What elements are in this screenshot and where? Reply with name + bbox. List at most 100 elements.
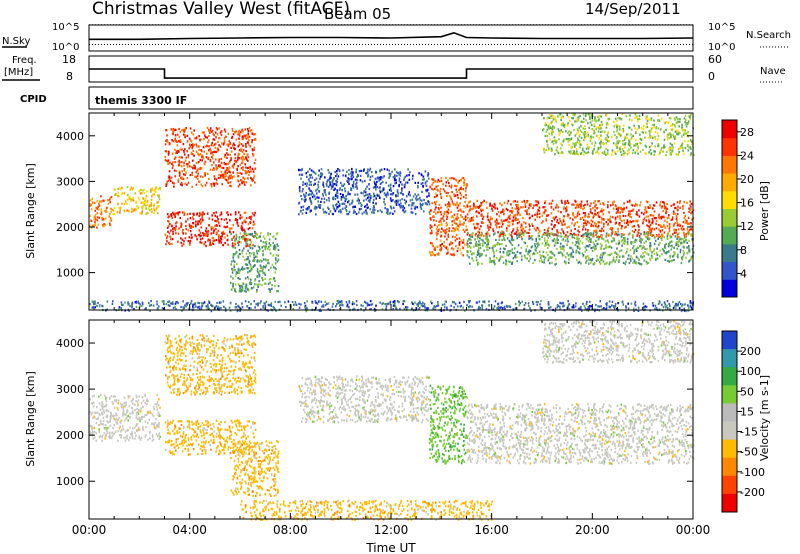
- scatter-cell: [341, 189, 343, 192]
- scatter-cell: [184, 182, 186, 185]
- scatter-cell: [546, 145, 549, 148]
- scatter-cell: [372, 186, 375, 189]
- scatter-cell: [663, 203, 666, 206]
- scatter-cell: [269, 290, 271, 293]
- scatter-cell: [599, 202, 602, 205]
- scatter-cell: [331, 185, 333, 188]
- scatter-cell: [655, 201, 658, 204]
- scatter-cell: [575, 237, 578, 240]
- scatter-cell: [168, 241, 170, 244]
- scatter-cell: [525, 250, 527, 253]
- scatter-cell: [383, 187, 385, 190]
- scatter-cell: [248, 216, 251, 219]
- scatter-cell: [236, 220, 238, 223]
- scatter-cell: [510, 242, 512, 245]
- scatter-cell: [198, 213, 201, 216]
- scatter-cell: [512, 223, 514, 226]
- scatter-cell: [348, 199, 350, 202]
- scatter-cell: [388, 172, 391, 175]
- scatter-cell: [571, 145, 574, 148]
- scatter-cell: [684, 236, 686, 239]
- scatter-cell: [505, 207, 508, 211]
- scatter-cell: [156, 201, 159, 204]
- scatter-cell: [380, 176, 382, 179]
- scatter-cell: [502, 223, 504, 226]
- scatter-cell: [256, 252, 259, 255]
- scatter-cell: [480, 225, 482, 228]
- scatter-cell: [247, 156, 250, 159]
- scatter-cell: [546, 234, 548, 237]
- scatter-cell: [246, 243, 249, 246]
- scatter-cell: [237, 165, 239, 168]
- scatter-cell: [443, 213, 446, 216]
- scatter-cell: [541, 260, 544, 264]
- scatter-cell: [568, 130, 570, 133]
- scatter-cell: [309, 189, 311, 192]
- scatter-cell: [446, 223, 448, 226]
- scatter-cell: [251, 141, 253, 144]
- scatter-cell: [229, 160, 231, 163]
- scatter-cell: [346, 213, 348, 216]
- scatter-cell: [189, 145, 192, 148]
- scatter-cell: [305, 198, 307, 201]
- scatter-cell: [347, 180, 349, 184]
- scatter-cell: [560, 142, 562, 145]
- scatter-cell: [228, 140, 231, 143]
- scatter-cell: [233, 266, 236, 269]
- scatter-cell: [559, 242, 562, 245]
- scatter-cell: [669, 132, 671, 135]
- scatter-cell: [633, 124, 635, 127]
- scatter-cell: [650, 119, 653, 122]
- scatter-cell: [511, 251, 514, 254]
- scatter-cell: [211, 241, 214, 245]
- scatter-cell: [644, 205, 647, 209]
- scatter-cell: [688, 210, 690, 213]
- scatter-cell: [376, 185, 378, 189]
- scatter-cell: [251, 167, 254, 170]
- scatter-cell: [501, 210, 503, 213]
- scatter-cell: [555, 141, 557, 144]
- scatter-cell: [176, 151, 178, 154]
- scatter-cell: [677, 244, 680, 248]
- scatter-cell: [232, 224, 234, 227]
- scatter-cell: [216, 128, 219, 131]
- scatter-cell: [246, 171, 249, 174]
- scatter-cell: [130, 198, 133, 201]
- scatter-cell: [231, 271, 234, 274]
- scatter-cell: [247, 128, 249, 131]
- scatter-cell: [456, 250, 459, 253]
- cpid-frame: [88, 86, 694, 110]
- scatter-cell: [394, 302, 396, 305]
- scatter-cell: [650, 145, 652, 148]
- scatter-cell: [678, 240, 680, 243]
- scatter-cell: [649, 223, 652, 226]
- scatter-cell: [503, 201, 506, 204]
- scatter-cell: [154, 187, 157, 190]
- scatter-cell: [596, 212, 599, 215]
- scatter-cell: [558, 130, 560, 133]
- scatter-cell: [574, 244, 577, 247]
- scatter-cell: [234, 289, 236, 292]
- scatter-cell: [618, 222, 621, 225]
- scatter-cell: [580, 120, 583, 123]
- scatter-cell: [507, 249, 509, 253]
- scatter-cell: [645, 126, 647, 129]
- scatter-cell: [172, 161, 174, 164]
- scatter-cell: [192, 153, 194, 156]
- scatter-cell: [475, 256, 478, 259]
- scatter-cell: [583, 138, 586, 141]
- scatter-cell: [573, 128, 575, 132]
- scatter-cell: [440, 213, 443, 216]
- scatter-cell: [553, 238, 556, 241]
- scatter-cell: [408, 178, 411, 181]
- scatter-cell: [237, 243, 240, 247]
- scatter-cell: [532, 206, 534, 210]
- scatter-cell: [616, 128, 619, 131]
- scatter-cell: [191, 215, 194, 219]
- scatter-cell: [194, 165, 196, 168]
- scatter-cell: [232, 269, 234, 272]
- scatter-cell: [633, 231, 636, 234]
- scatter-cell: [576, 140, 578, 144]
- scatter-cell: [316, 192, 318, 195]
- scatter-cell: [218, 158, 220, 161]
